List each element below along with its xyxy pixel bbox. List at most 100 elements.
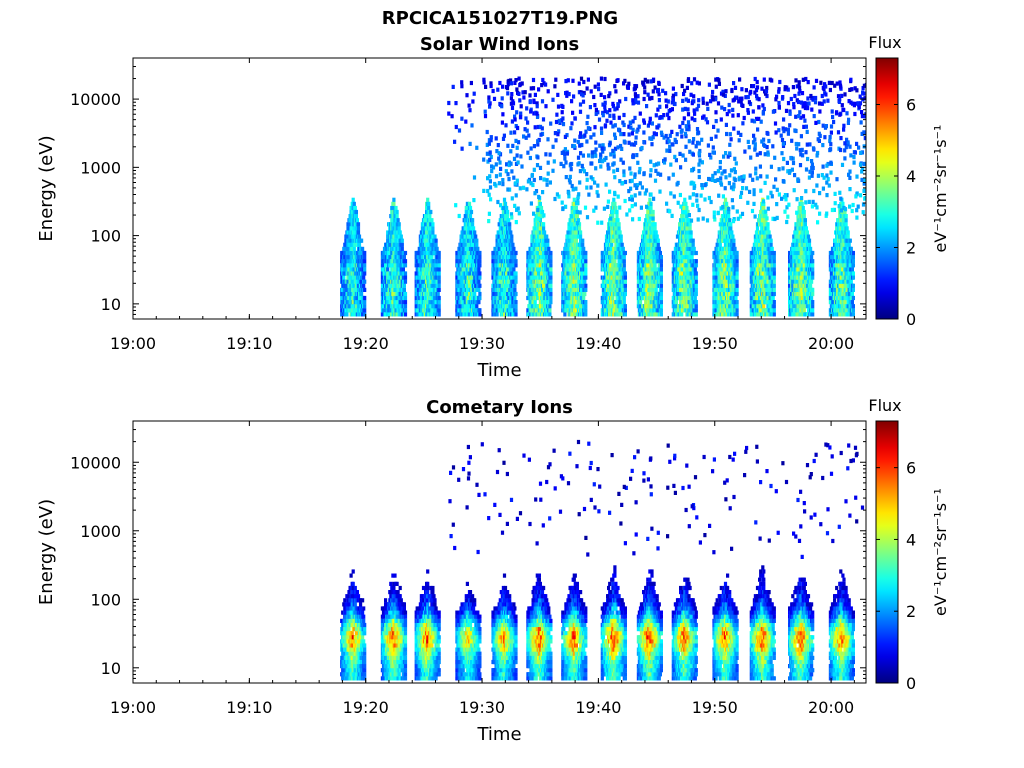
heatmap-cell [427, 242, 431, 247]
heatmap-cell [363, 259, 367, 264]
heatmap-cell [459, 267, 463, 272]
heatmap-cell [617, 246, 621, 251]
heatmap-cell [535, 250, 539, 256]
heatmap-cell [536, 234, 540, 239]
heatmap-cell [725, 238, 729, 243]
heatmap-cell [620, 242, 624, 247]
heatmap-cell [514, 304, 518, 309]
heatmap-cell [347, 267, 351, 272]
heatmap-cell [730, 279, 734, 284]
heatmap-cell [565, 234, 569, 239]
heatmap-cell [618, 230, 622, 235]
heatmap-cell [766, 226, 770, 231]
heatmap-cell [647, 242, 651, 247]
heatmap-cell [403, 275, 408, 280]
heatmap-cell [618, 308, 622, 313]
heatmap-cell [673, 263, 677, 268]
heatmap-cell [575, 214, 579, 219]
heatmap-cell [529, 271, 533, 276]
heatmap-cell [514, 279, 518, 284]
heatmap-cell [694, 259, 698, 264]
heatmap-cell [608, 304, 612, 309]
heatmap-cell [609, 222, 613, 227]
heatmap-cell [403, 300, 408, 305]
heatmap-cell [425, 214, 429, 219]
heatmap-cell [508, 255, 512, 260]
heatmap-cell [615, 279, 619, 284]
heatmap-cell [526, 279, 530, 284]
heatmap-cell [430, 238, 434, 243]
heatmap-cell [757, 275, 761, 280]
heatmap-cell [566, 300, 570, 305]
heatmap-cell [506, 209, 510, 215]
heatmap-cell [772, 275, 776, 280]
heatmap-cell [620, 304, 624, 309]
heatmap-cell [467, 304, 472, 309]
heatmap-cell [342, 275, 346, 280]
heatmap-cell [576, 255, 581, 260]
heatmap-cell [463, 230, 467, 235]
heatmap-cell [753, 300, 757, 305]
heatmap-cell [772, 304, 776, 309]
heatmap-cell [582, 263, 586, 268]
heatmap-cell [394, 238, 398, 243]
heatmap-cell [649, 205, 653, 211]
heatmap-cell [363, 267, 367, 272]
heatmap-cell [534, 275, 538, 280]
heatmap-cell [673, 308, 677, 313]
heatmap-cell [461, 271, 465, 276]
heatmap-cell [549, 259, 553, 264]
heatmap-cell [416, 275, 420, 280]
heatmap-cell [544, 279, 548, 284]
heatmap-cell [385, 263, 389, 268]
heatmap-cell [431, 234, 435, 239]
heatmap-cell [772, 312, 776, 317]
heatmap-cell [762, 201, 766, 206]
heatmap-cell [576, 234, 581, 239]
heatmap-cell [510, 250, 514, 256]
heatmap-cell [501, 255, 505, 260]
heatmap-cell [623, 312, 627, 317]
heatmap-cell [513, 287, 517, 292]
heatmap-cell [395, 226, 399, 231]
heatmap-cell [642, 246, 646, 251]
heatmap-cell [529, 308, 533, 313]
heatmap-cell [684, 234, 688, 239]
heatmap-cell [732, 242, 736, 247]
heatmap-cell [528, 250, 532, 256]
heatmap-cell [421, 263, 426, 268]
heatmap-cell [467, 291, 472, 297]
heatmap-cell [478, 275, 482, 280]
heatmap-cell [393, 287, 397, 292]
heatmap-cell [565, 304, 569, 309]
heatmap-cell [351, 312, 355, 317]
heatmap-cell [715, 304, 719, 309]
heatmap-cell [723, 197, 728, 202]
heatmap-cell [509, 230, 513, 235]
heatmap-cell [623, 308, 627, 313]
heatmap-cell [534, 230, 538, 235]
heatmap-cell [735, 267, 739, 272]
heatmap-cell [623, 283, 627, 288]
heatmap-cell [468, 214, 473, 219]
heatmap-cells [340, 76, 866, 317]
heatmap-cell [618, 242, 622, 247]
heatmap-cell [526, 308, 530, 313]
heatmap-cell [571, 295, 575, 301]
heatmap-cell [610, 271, 614, 276]
heatmap-cell [430, 218, 434, 223]
heatmap-cell [576, 283, 581, 288]
heatmap-cell [728, 291, 732, 297]
heatmap-cell [767, 230, 771, 235]
heatmap-cell [768, 255, 772, 260]
heatmap-cell [494, 267, 498, 272]
heatmap-cell [392, 291, 396, 297]
heatmap-cell [403, 295, 408, 301]
heatmap-cell [497, 275, 501, 280]
heatmap-cell [575, 209, 579, 215]
heatmap-cell [735, 250, 739, 256]
heatmap-cell [613, 201, 617, 206]
heatmap-cell [682, 238, 686, 243]
heatmap-cell [360, 291, 364, 297]
